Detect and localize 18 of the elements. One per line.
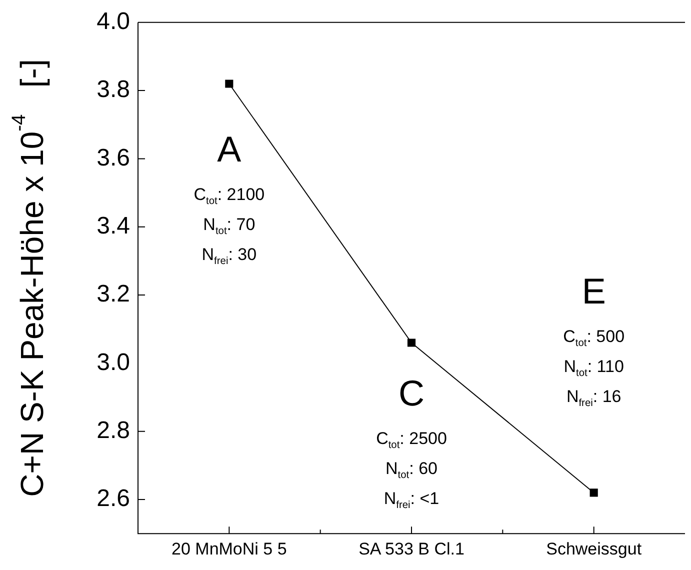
y-tick-label: 2.8 xyxy=(96,416,130,444)
y-tick-label: 4.0 xyxy=(96,8,130,36)
annotation: E xyxy=(582,270,606,312)
y-tick-label: 3.8 xyxy=(96,76,130,104)
x-tick-label: Schweissgut xyxy=(546,539,642,558)
y-tick-label: 3.2 xyxy=(96,280,130,308)
point xyxy=(407,338,416,347)
point xyxy=(225,80,234,88)
point xyxy=(590,488,598,497)
y-tick-label: 3.0 xyxy=(96,348,130,376)
annotation: C xyxy=(398,372,424,414)
y-tick-label: 3.6 xyxy=(96,144,130,172)
annotation: A xyxy=(217,128,242,170)
y-tick-label: 2.6 xyxy=(96,485,130,512)
text: C+N S-K Peak-Höhe x 10-4 [-] xyxy=(8,59,50,497)
x-tick-label: SA 533 B Cl.1 xyxy=(358,539,464,558)
x-tick-label: 20 MnMoNi 5 5 xyxy=(172,539,287,558)
y-tick-label: 3.4 xyxy=(96,212,130,240)
